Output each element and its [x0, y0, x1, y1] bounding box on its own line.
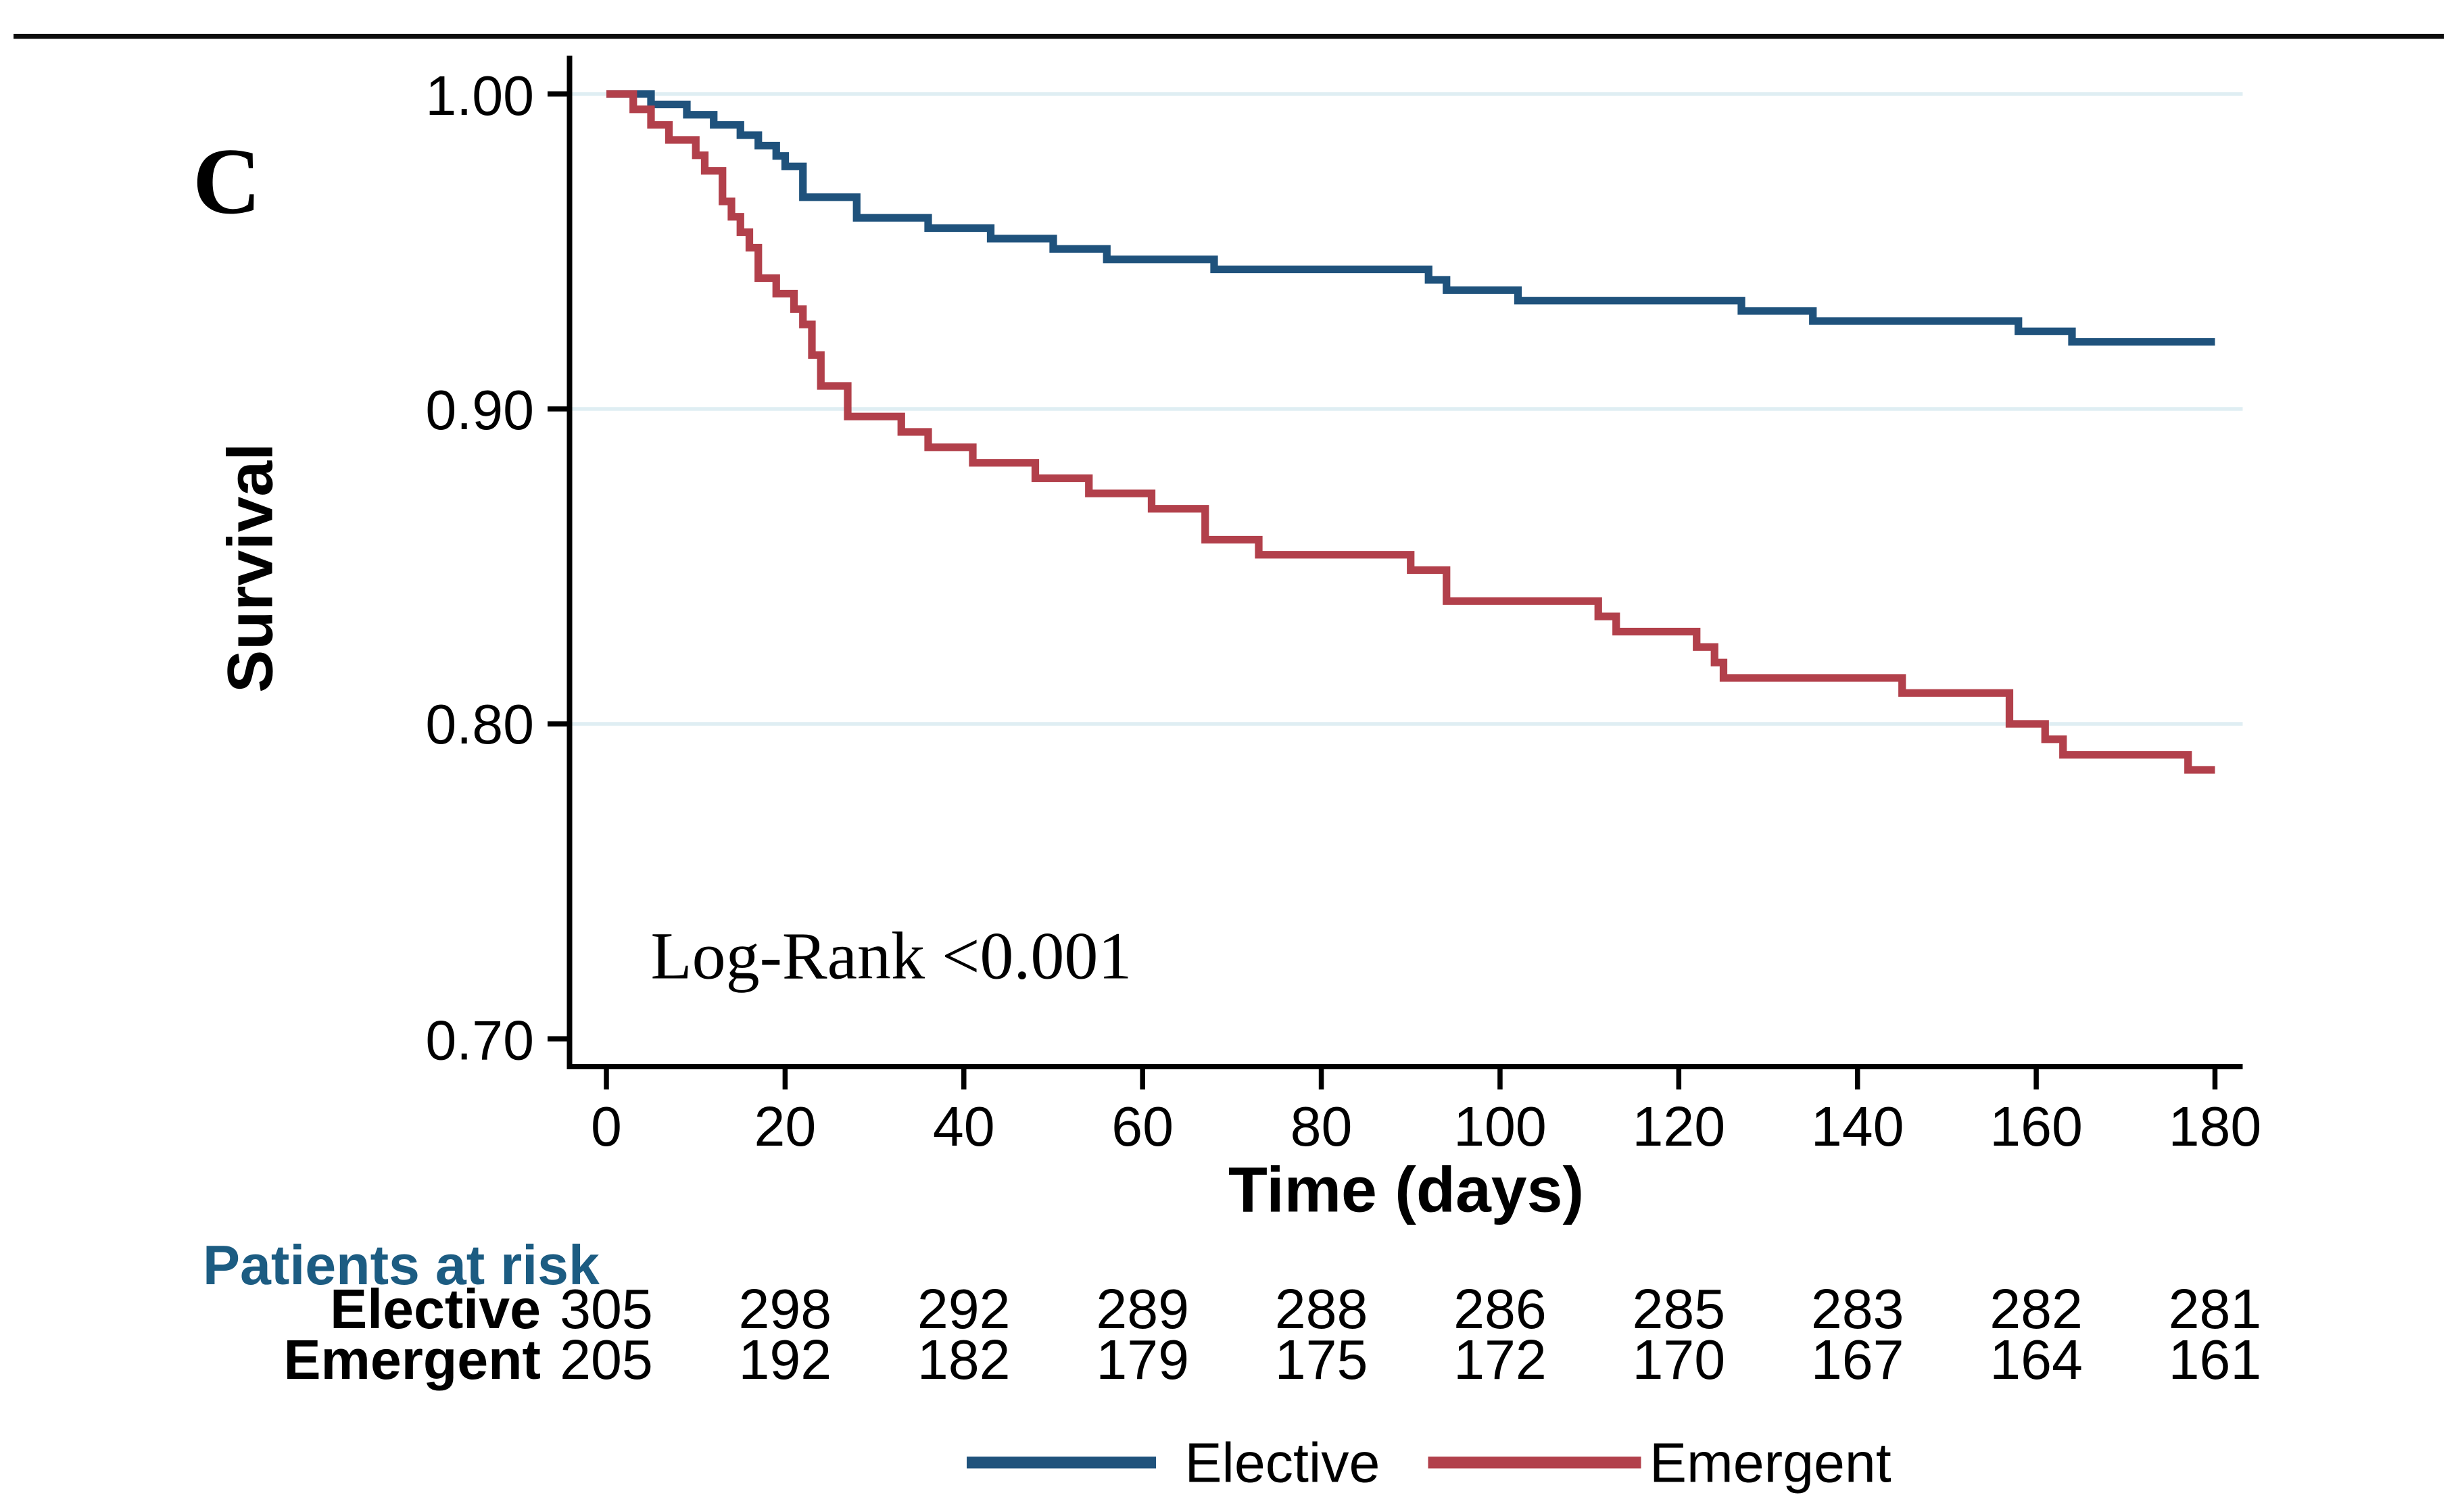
legend-label-emergent: Emergent	[1649, 1431, 1891, 1494]
risk-count: 285	[1632, 1277, 1726, 1340]
risk-count: 205	[560, 1328, 653, 1391]
risk-count: 172	[1453, 1328, 1547, 1391]
risk-count: 292	[917, 1277, 1011, 1340]
risk-count: 170	[1632, 1328, 1726, 1391]
risk-count: 192	[738, 1328, 832, 1391]
panel-label: C	[193, 130, 262, 235]
y-tick-label: 0.90	[425, 379, 534, 441]
risk-count: 167	[1810, 1328, 1904, 1391]
risk-count: 289	[1096, 1277, 1189, 1340]
y-tick-label: 1.00	[425, 63, 534, 126]
x-tick-label: 60	[1111, 1095, 1174, 1158]
top-border-rule	[14, 34, 2444, 40]
risk-count: 283	[1810, 1277, 1904, 1340]
y-tick-label: 0.70	[425, 1008, 534, 1071]
x-tick-label: 20	[754, 1095, 817, 1158]
x-tick-label: 0	[591, 1095, 622, 1158]
legend-line-elective	[967, 1457, 1156, 1468]
risk-row-label-emergent: Emergent	[283, 1328, 541, 1391]
x-axis-title: Time (days)	[1228, 1156, 1585, 1227]
survival-curve-emergent	[606, 90, 2215, 774]
survival-curve-elective	[606, 90, 2215, 346]
x-tick-label: 140	[1810, 1095, 1904, 1158]
risk-count: 175	[1274, 1328, 1368, 1391]
risk-table-title: Patients at risk	[203, 1234, 600, 1296]
x-tick-label: 100	[1453, 1095, 1547, 1158]
y-axis-title: Survival	[216, 443, 287, 693]
risk-count: 164	[1990, 1328, 2083, 1391]
risk-count: 305	[560, 1277, 653, 1340]
y-tick-label: 0.80	[425, 693, 534, 756]
x-tick-label: 80	[1290, 1095, 1353, 1158]
risk-count: 182	[917, 1328, 1011, 1391]
legend-label-elective: Elective	[1184, 1431, 1380, 1494]
risk-count: 298	[738, 1277, 832, 1340]
legend-line-emergent	[1428, 1457, 1641, 1468]
risk-row-label-elective: Elective	[330, 1277, 541, 1340]
risk-count: 288	[1274, 1277, 1368, 1340]
risk-count: 282	[1990, 1277, 2083, 1340]
risk-count: 281	[2168, 1277, 2262, 1340]
x-tick-label: 180	[2168, 1095, 2262, 1158]
risk-count: 179	[1096, 1328, 1189, 1391]
x-tick-label: 120	[1632, 1095, 1726, 1158]
x-tick-label: 40	[932, 1095, 995, 1158]
risk-count: 286	[1453, 1277, 1547, 1340]
risk-count: 161	[2168, 1328, 2262, 1391]
log-rank-annotation: Log-Rank <0.001	[650, 917, 1132, 994]
x-tick-label: 160	[1990, 1095, 2083, 1158]
